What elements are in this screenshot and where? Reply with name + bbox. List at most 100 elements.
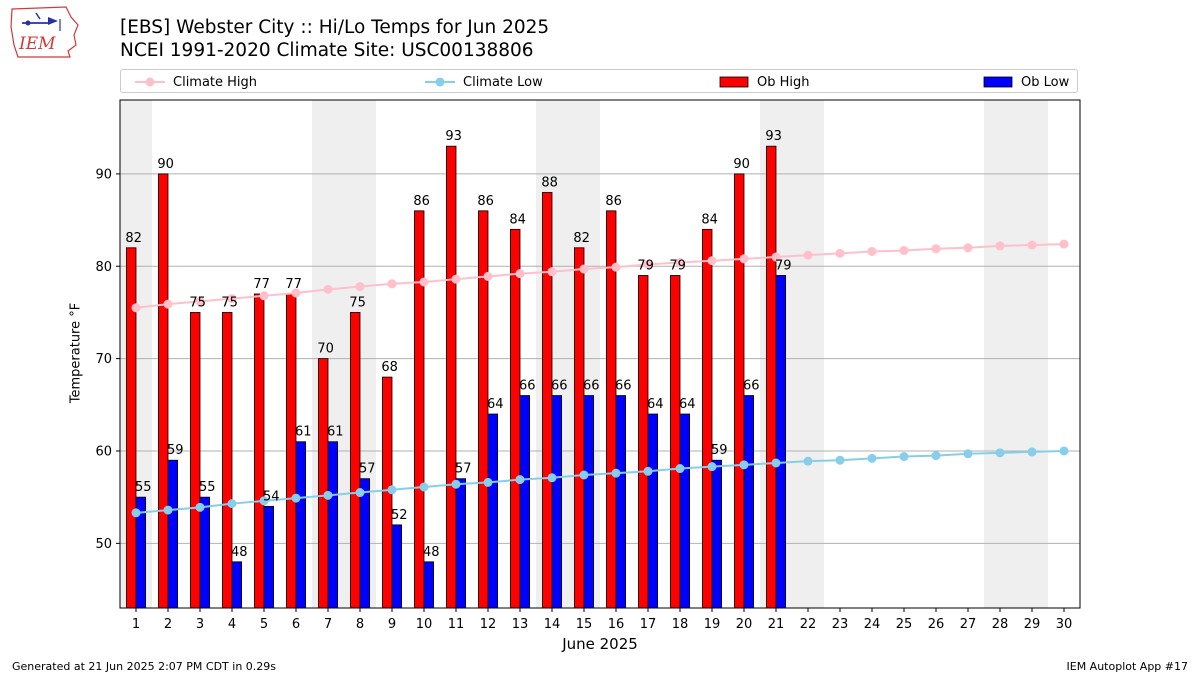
legend-item-climate-high: Climate High: [135, 70, 257, 94]
legend-line-marker-icon: [425, 77, 455, 87]
ob-high-bar-value-label: 93: [765, 129, 782, 144]
legend-label: Ob Low: [1021, 74, 1070, 90]
climate-low-point: [643, 466, 653, 476]
y-tick-label: 50: [95, 537, 112, 552]
climate-low-point: [419, 482, 429, 492]
x-tick-label: 4: [228, 617, 236, 632]
ob-high-bar: [702, 228, 713, 609]
ob-low-bar: [231, 561, 243, 609]
legend-item-ob-high: Ob High: [719, 70, 810, 94]
ob-low-bar: [551, 395, 563, 609]
climate-low-point: [579, 470, 589, 480]
iem-logo: IEM: [8, 5, 82, 59]
ob-high-bar-value-label: 90: [157, 157, 174, 172]
x-tick-label: 24: [864, 617, 881, 632]
x-tick-label: 10: [416, 617, 433, 632]
ob-high-bar: [317, 358, 329, 609]
x-tick-label: 7: [324, 617, 332, 632]
climate-low-point: [451, 479, 461, 489]
climate-high-point: [131, 303, 141, 313]
ob-high-bar-value-label: 86: [477, 194, 494, 209]
ob-low-bar-value-label: 57: [359, 462, 376, 477]
climate-low-point: [867, 453, 877, 463]
ob-high-bar-value-label: 88: [541, 175, 558, 190]
climate-high-point: [963, 243, 973, 253]
climate-low-point: [835, 455, 845, 465]
ob-low-bar: [647, 413, 659, 609]
ob-low-bar-value-label: 48: [231, 545, 248, 560]
climate-high-point: [323, 284, 333, 294]
y-axis-label: Temperature °F: [68, 302, 84, 404]
climate-low-point: [803, 456, 813, 466]
x-tick-label: 12: [480, 617, 497, 632]
climate-low-point: [1059, 446, 1069, 456]
ob-high-bar-value-label: 75: [221, 295, 238, 310]
logo-text: IEM: [18, 34, 56, 54]
ob-high-bar: [766, 145, 777, 609]
climate-low-point: [195, 502, 205, 512]
climate-low-point: [483, 477, 493, 487]
climate-low-point: [675, 464, 685, 474]
ob-low-bar: [519, 395, 531, 609]
climate-low-point: [259, 496, 269, 506]
ob-low-bar-value-label: 66: [615, 379, 632, 394]
ob-high-bar: [574, 247, 585, 609]
climate-low-point: [931, 451, 941, 461]
ob-low-bar: [295, 441, 307, 609]
ob-high-bar-value-label: 68: [381, 360, 398, 375]
climate-low-point: [291, 493, 301, 503]
ob-high-bar-value-label: 84: [509, 212, 526, 227]
climate-high-line: [135, 243, 1065, 309]
climate-high-point: [1059, 239, 1069, 249]
climate-low-point: [131, 508, 141, 518]
climate-low-point: [707, 462, 717, 472]
x-tick-label: 13: [512, 617, 529, 632]
ob-high-bar: [221, 312, 233, 609]
ob-low-bar-value-label: 48: [423, 545, 440, 560]
ob-low-bar-value-label: 55: [199, 480, 216, 495]
ob-high-bar: [509, 228, 521, 609]
y-tick-label: 70: [95, 352, 112, 367]
climate-high-point: [195, 296, 205, 306]
ob-low-bar: [679, 413, 691, 609]
x-tick-label: 8: [356, 617, 364, 632]
x-tick-label: 2: [164, 617, 172, 632]
climate-low-point: [899, 452, 909, 462]
climate-high-point: [451, 274, 461, 284]
ob-high-bar-value-label: 75: [349, 295, 366, 310]
x-tick-label: 26: [928, 617, 945, 632]
ob-low-bar: [583, 395, 595, 609]
y-tick-label: 90: [95, 167, 112, 182]
iem-iowa-map-logo-icon: IEM: [10, 6, 79, 58]
ob-low-bar-value-label: 59: [711, 443, 728, 458]
ob-high-bar: [445, 145, 457, 609]
ob-low-bar-value-label: 66: [551, 379, 568, 394]
x-tick-label: 17: [640, 617, 657, 632]
climate-high-point: [867, 246, 877, 256]
climate-low-point: [611, 468, 621, 478]
x-tick-label: 20: [736, 617, 753, 632]
ob-high-bar: [285, 293, 297, 609]
climate-low-point: [515, 475, 525, 485]
climate-low-point: [771, 458, 781, 468]
ob-low-bar: [327, 441, 339, 609]
ob-low-bar: [359, 478, 371, 609]
climate-high-point: [739, 254, 749, 264]
climate-high-point: [611, 262, 621, 272]
x-tick-label: 27: [960, 617, 977, 632]
legend-label: Ob High: [757, 74, 810, 90]
ob-low-bar: [455, 478, 467, 609]
ob-high-bar-value-label: 82: [573, 231, 590, 246]
ob-low-bar: [391, 524, 403, 609]
climate-high-point: [515, 269, 525, 279]
x-tick-label: 25: [896, 617, 913, 632]
climate-low-point: [355, 488, 365, 498]
ob-high-bar-value-label: 84: [701, 212, 718, 227]
ob-high-bar-value-label: 93: [445, 129, 462, 144]
climate-low-point: [995, 448, 1005, 458]
climate-low-line: [135, 449, 1065, 514]
legend-label: Climate High: [173, 74, 258, 90]
ob-low-bar-value-label: 66: [519, 379, 536, 394]
climate-high-point: [1027, 240, 1037, 250]
x-tick-label: 3: [196, 617, 204, 632]
